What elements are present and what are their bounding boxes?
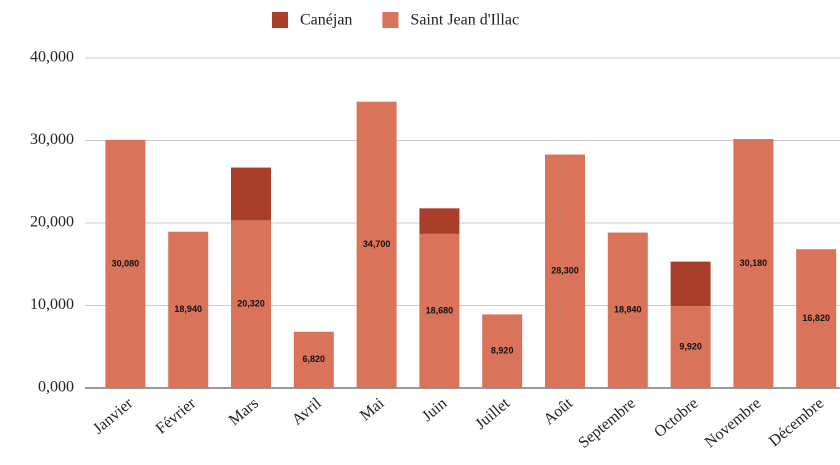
data-label: 30,180 (740, 258, 768, 268)
x-tick-label: Décembre (766, 395, 827, 450)
legend-label: Saint Jean d'Illac (410, 12, 519, 29)
bar-segment (733, 139, 774, 388)
bar-segment (670, 306, 711, 388)
bar-segment (796, 249, 837, 388)
data-label: 6,820 (303, 354, 326, 364)
x-tick-label: Février (153, 394, 200, 437)
bar-segment (670, 261, 711, 307)
y-tick-label: 20,000 (30, 214, 74, 231)
data-label: 8,920 (491, 346, 514, 356)
legend-swatch (382, 12, 399, 28)
data-label: 18,840 (614, 305, 642, 315)
bar-segment (607, 232, 648, 388)
data-label: 34,700 (363, 239, 391, 249)
legend-label: Canéjan (300, 12, 352, 29)
y-tick-label: 40,000 (30, 49, 74, 66)
bar-segment (356, 101, 397, 388)
data-label: 9,920 (679, 341, 702, 351)
y-tick-label: 30,000 (30, 131, 74, 148)
x-tick-label: Novembre (702, 395, 765, 451)
data-label: 18,680 (426, 305, 454, 315)
bar-segment (231, 167, 271, 221)
bar-segment (419, 233, 460, 388)
data-label: 18,940 (174, 304, 202, 314)
bar-segment (482, 314, 523, 388)
data-label: 16,820 (802, 313, 830, 323)
x-tick-label: Avril (289, 395, 325, 429)
x-tick-label: Juillet (472, 394, 513, 433)
data-label: 28,300 (551, 266, 579, 276)
bar-segment (105, 139, 146, 388)
data-label: 30,080 (112, 258, 140, 268)
bar-segment (419, 208, 460, 234)
bar-segment (545, 154, 585, 388)
x-tick-label: Octobre (651, 395, 701, 441)
x-tick-label: Août (540, 394, 576, 428)
bar-segment (293, 331, 334, 388)
bar-segment (168, 231, 209, 388)
x-tick-label: Mai (357, 395, 388, 425)
data-label: 20,320 (237, 299, 265, 309)
legend-swatch (272, 12, 288, 28)
bar-segment (231, 220, 271, 388)
x-tick-label: Juin (419, 395, 450, 425)
y-tick-label: 10,000 (30, 296, 74, 313)
x-tick-label: Janvier (90, 394, 137, 437)
x-tick-label: Septembre (575, 395, 638, 452)
x-tick-label: Mars (226, 395, 262, 429)
y-tick-label: 0,000 (38, 379, 74, 396)
